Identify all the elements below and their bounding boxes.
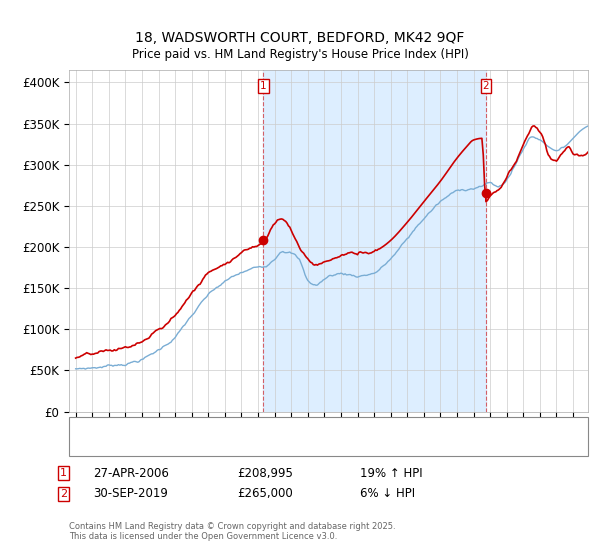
Text: 1: 1 [60, 468, 67, 478]
Bar [263, 70, 486, 412]
Text: 30-SEP-2019: 30-SEP-2019 [93, 487, 168, 501]
Text: 6% ↓ HPI: 6% ↓ HPI [360, 487, 415, 501]
Text: Contains HM Land Registry data © Crown copyright and database right 2025.
This d: Contains HM Land Registry data © Crown c… [69, 522, 395, 542]
Text: 18, WADSWORTH COURT, BEDFORD, MK42 9QF: 18, WADSWORTH COURT, BEDFORD, MK42 9QF [136, 31, 464, 45]
Text: ———: ——— [78, 418, 115, 431]
Text: 18, WADSWORTH COURT, BEDFORD, MK42 9QF (semi-detached house): 18, WADSWORTH COURT, BEDFORD, MK42 9QF (… [108, 419, 463, 430]
Text: 2: 2 [483, 81, 490, 91]
Text: HPI: Average price, semi-detached house, Bedford: HPI: Average price, semi-detached house,… [108, 441, 359, 451]
Text: £208,995: £208,995 [237, 466, 293, 480]
Text: £265,000: £265,000 [237, 487, 293, 501]
Text: 27-APR-2006: 27-APR-2006 [93, 466, 169, 480]
Text: 19% ↑ HPI: 19% ↑ HPI [360, 466, 422, 480]
Text: Price paid vs. HM Land Registry's House Price Index (HPI): Price paid vs. HM Land Registry's House … [131, 48, 469, 60]
Text: ———: ——— [78, 440, 115, 453]
Text: 1: 1 [260, 81, 266, 91]
Text: 2: 2 [60, 489, 67, 499]
